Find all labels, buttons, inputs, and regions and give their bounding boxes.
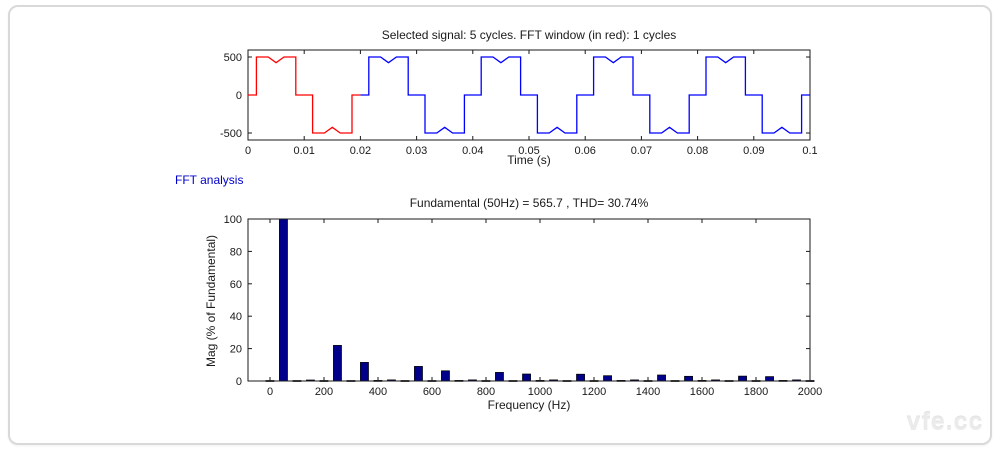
svg-text:1200: 1200 bbox=[582, 386, 606, 398]
svg-text:2000: 2000 bbox=[798, 386, 822, 398]
svg-text:0: 0 bbox=[236, 90, 242, 102]
svg-text:0.08: 0.08 bbox=[687, 145, 708, 157]
svg-text:1400: 1400 bbox=[636, 386, 660, 398]
svg-text:0: 0 bbox=[236, 376, 242, 388]
harmonic-bar-1550hz bbox=[684, 375, 693, 382]
svg-text:0.05: 0.05 bbox=[518, 145, 539, 157]
svg-text:60: 60 bbox=[230, 279, 242, 291]
time-axis-label: Time (s) bbox=[507, 153, 551, 167]
watermark: vfe.cc bbox=[906, 408, 984, 436]
harmonic-bar-1450hz bbox=[657, 374, 666, 382]
harmonic-bar-550hz bbox=[414, 366, 423, 382]
harmonic-bar-950hz bbox=[522, 373, 531, 382]
signal-plot-title: Selected signal: 5 cycles. FFT window (i… bbox=[381, 28, 677, 42]
svg-text:600: 600 bbox=[423, 386, 441, 398]
svg-text:80: 80 bbox=[230, 246, 242, 258]
fft-ticks bbox=[248, 218, 811, 382]
svg-text:-500: -500 bbox=[220, 128, 242, 140]
harmonic-bar-1850hz bbox=[765, 376, 774, 382]
signal-waveform bbox=[248, 56, 810, 134]
window-panel bbox=[8, 5, 992, 445]
svg-text:0.04: 0.04 bbox=[462, 145, 483, 157]
signal-tick-labels: 0 0.01 0.02 0.03 0.04 0.05 0.06 0.07 0.08 0.09 0.1… bbox=[220, 52, 818, 157]
signal-waveform-line bbox=[360, 56, 810, 134]
svg-text:0.01: 0.01 bbox=[293, 145, 314, 157]
svg-text:0.06: 0.06 bbox=[574, 145, 595, 157]
svg-text:20: 20 bbox=[230, 344, 242, 356]
harmonic-bar-1150hz bbox=[576, 373, 585, 382]
frequency-axis-label: Frequency (Hz) bbox=[487, 398, 571, 412]
fft-window-segment bbox=[248, 56, 361, 134]
svg-text:1800: 1800 bbox=[744, 386, 768, 398]
harmonic-bar-1750hz bbox=[738, 375, 747, 382]
svg-text:0.09: 0.09 bbox=[743, 145, 764, 157]
svg-text:0.03: 0.03 bbox=[406, 145, 427, 157]
harmonic-bar-50hz bbox=[279, 218, 288, 382]
svg-text:0.02: 0.02 bbox=[350, 145, 371, 157]
mag-axis-label: Mag (% of Fundamental) bbox=[204, 234, 218, 368]
fft-axes bbox=[247, 218, 811, 382]
harmonic-bar-1250hz bbox=[603, 375, 612, 382]
svg-text:800: 800 bbox=[477, 386, 495, 398]
fft-bars bbox=[265, 218, 815, 382]
svg-text:1000: 1000 bbox=[528, 386, 552, 398]
harmonic-bar-650hz bbox=[441, 370, 450, 382]
harmonic-bar-250hz bbox=[333, 345, 342, 382]
fft-tick-labels: 0 200 400 600 800 1000 1200 1400 1600 1800 2000 0 20… bbox=[224, 214, 823, 398]
svg-text:0.1: 0.1 bbox=[802, 145, 817, 157]
fft-analysis-label: FFT analysis bbox=[175, 173, 244, 187]
svg-text:400: 400 bbox=[369, 386, 387, 398]
harmonic-bar-350hz bbox=[360, 362, 369, 382]
harmonic-bar-850hz bbox=[495, 372, 504, 382]
svg-text:100: 100 bbox=[224, 214, 242, 226]
svg-text:0: 0 bbox=[245, 145, 251, 157]
fft-plot-title: Fundamental (50Hz) = 565.7 , THD= 30.74% bbox=[409, 196, 649, 210]
svg-text:40: 40 bbox=[230, 311, 242, 323]
svg-text:200: 200 bbox=[315, 386, 333, 398]
svg-text:0.07: 0.07 bbox=[631, 145, 652, 157]
svg-text:1600: 1600 bbox=[690, 386, 714, 398]
svg-text:0: 0 bbox=[267, 386, 273, 398]
svg-text:500: 500 bbox=[224, 52, 242, 64]
